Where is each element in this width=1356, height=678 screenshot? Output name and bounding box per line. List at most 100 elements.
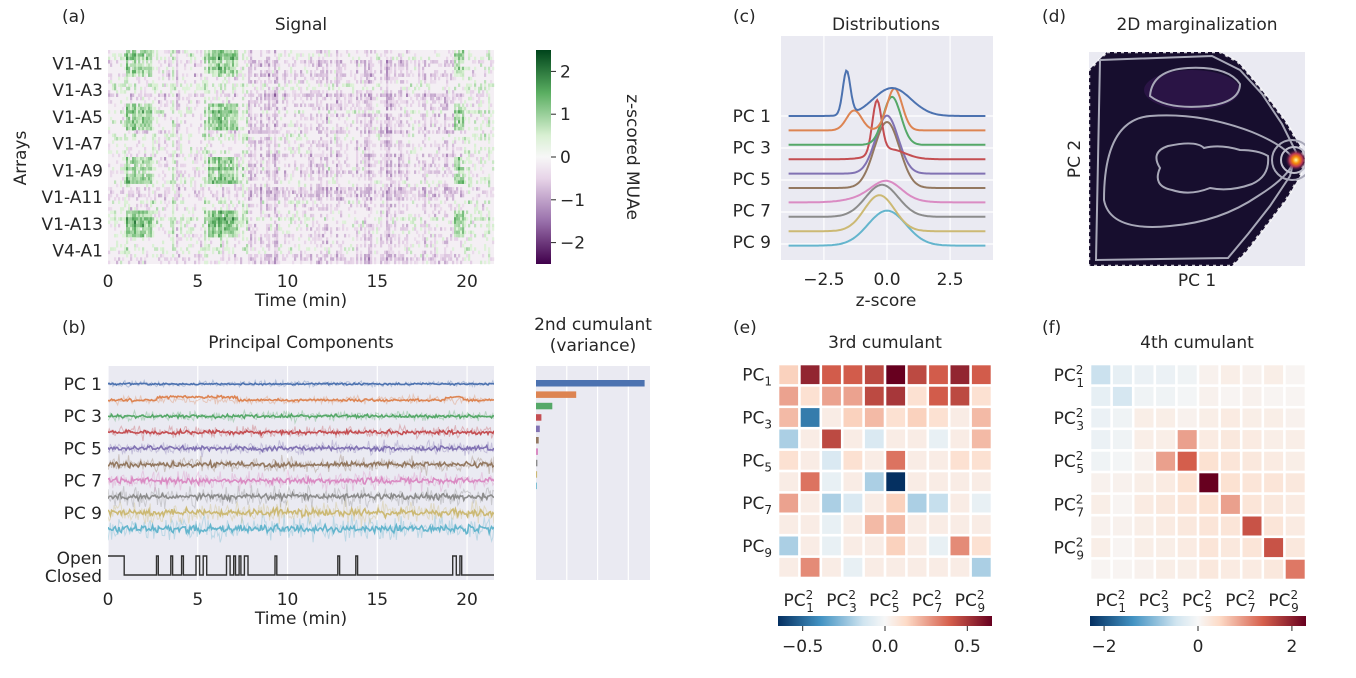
signal-cell bbox=[440, 180, 443, 184]
signal-cell bbox=[356, 140, 359, 144]
signal-cell bbox=[364, 140, 367, 144]
signal-cell bbox=[428, 130, 431, 134]
signal-cell bbox=[208, 173, 211, 178]
signal-cell bbox=[394, 66, 397, 71]
signal-cell bbox=[274, 96, 277, 101]
signal-cell bbox=[344, 136, 347, 141]
signal-cell bbox=[128, 70, 131, 74]
signal-cell bbox=[218, 120, 221, 124]
signal-cell bbox=[402, 133, 405, 138]
signal-cell bbox=[132, 66, 135, 71]
signal-cell bbox=[196, 103, 199, 108]
signal-cell bbox=[406, 70, 409, 74]
signal-cell bbox=[224, 53, 227, 57]
signal-cell bbox=[266, 190, 269, 194]
signal-cell bbox=[158, 70, 161, 74]
signal-cell bbox=[290, 173, 293, 178]
signal-cell bbox=[246, 210, 249, 215]
signal-cell bbox=[266, 173, 269, 178]
signal-cell bbox=[188, 133, 191, 138]
signal-cell bbox=[180, 83, 183, 87]
signal-cell bbox=[142, 223, 145, 228]
signal-cell bbox=[412, 90, 415, 94]
signal-cell bbox=[152, 230, 155, 235]
signal-cell bbox=[428, 90, 431, 94]
signal-cell bbox=[418, 213, 421, 218]
signal-cell bbox=[134, 170, 137, 174]
signal-cell bbox=[444, 130, 447, 134]
signal-cell bbox=[460, 227, 463, 231]
signal-cell bbox=[302, 143, 305, 148]
signal-cell bbox=[386, 136, 389, 141]
signal-cell bbox=[382, 203, 385, 208]
signal-cell bbox=[236, 213, 239, 218]
signal-cell bbox=[424, 187, 427, 191]
signal-cell bbox=[140, 167, 143, 171]
signal-cell bbox=[342, 223, 345, 228]
signal-cell bbox=[340, 93, 343, 98]
signal-cell bbox=[216, 223, 219, 228]
signal-cell bbox=[326, 207, 329, 211]
signal-cell bbox=[476, 187, 479, 191]
signal-cell bbox=[454, 163, 457, 168]
signal-cell bbox=[404, 193, 407, 198]
signal-cell bbox=[492, 146, 495, 151]
signal-cell bbox=[248, 187, 251, 191]
signal-cell bbox=[366, 70, 369, 74]
signal-cell bbox=[448, 133, 451, 138]
signal-cell bbox=[474, 120, 477, 124]
signal-cell bbox=[336, 220, 339, 225]
signal-cell bbox=[206, 180, 209, 184]
signal-cell bbox=[380, 63, 383, 67]
signal-cell bbox=[434, 93, 437, 98]
signal-cell bbox=[172, 86, 175, 91]
signal-cell bbox=[220, 103, 223, 108]
signal-cell bbox=[412, 73, 415, 77]
signal-cell bbox=[322, 96, 325, 101]
signal-cell bbox=[368, 146, 371, 151]
signal-cell bbox=[136, 70, 139, 74]
signal-cell bbox=[468, 83, 471, 87]
signal-cell bbox=[272, 197, 275, 201]
signal-cell bbox=[328, 86, 331, 91]
signal-cell bbox=[390, 106, 393, 111]
signal-cell bbox=[484, 200, 487, 205]
signal-cell bbox=[246, 56, 249, 61]
signal-cell bbox=[238, 136, 241, 141]
signal-cell bbox=[370, 73, 373, 77]
signal-cell bbox=[458, 120, 461, 124]
signal-cell bbox=[228, 170, 231, 174]
signal-cell bbox=[316, 60, 319, 64]
signal-cell bbox=[224, 220, 227, 225]
signal-cell bbox=[348, 53, 351, 57]
signal-cell bbox=[394, 63, 397, 67]
signal-cell bbox=[302, 80, 305, 84]
signal-cell bbox=[282, 93, 285, 98]
signal-cell bbox=[178, 93, 181, 98]
signal-cell bbox=[108, 213, 111, 218]
signal-cell bbox=[270, 227, 273, 231]
signal-cell bbox=[398, 200, 401, 205]
signal-cell bbox=[364, 106, 367, 111]
signal-cell bbox=[312, 53, 315, 57]
signal-cell bbox=[148, 56, 151, 61]
signal-cell bbox=[286, 187, 289, 191]
signal-cell bbox=[384, 90, 387, 94]
signal-cell bbox=[158, 123, 161, 128]
signal-cell bbox=[348, 110, 351, 114]
signal-cell bbox=[226, 70, 229, 74]
signal-cell bbox=[242, 193, 245, 198]
signal-cell bbox=[222, 217, 225, 221]
signal-cell bbox=[200, 140, 203, 144]
signal-cell bbox=[274, 153, 277, 158]
signal-cell bbox=[292, 56, 295, 61]
signal-cell bbox=[202, 163, 205, 168]
signal-cell bbox=[326, 183, 329, 188]
signal-cell bbox=[492, 193, 495, 198]
signal-cell bbox=[274, 190, 277, 194]
signal-cell bbox=[386, 146, 389, 151]
signal-cell bbox=[398, 203, 401, 208]
signal-cell bbox=[422, 160, 425, 164]
signal-cell bbox=[430, 187, 433, 191]
signal-cell bbox=[440, 103, 443, 108]
